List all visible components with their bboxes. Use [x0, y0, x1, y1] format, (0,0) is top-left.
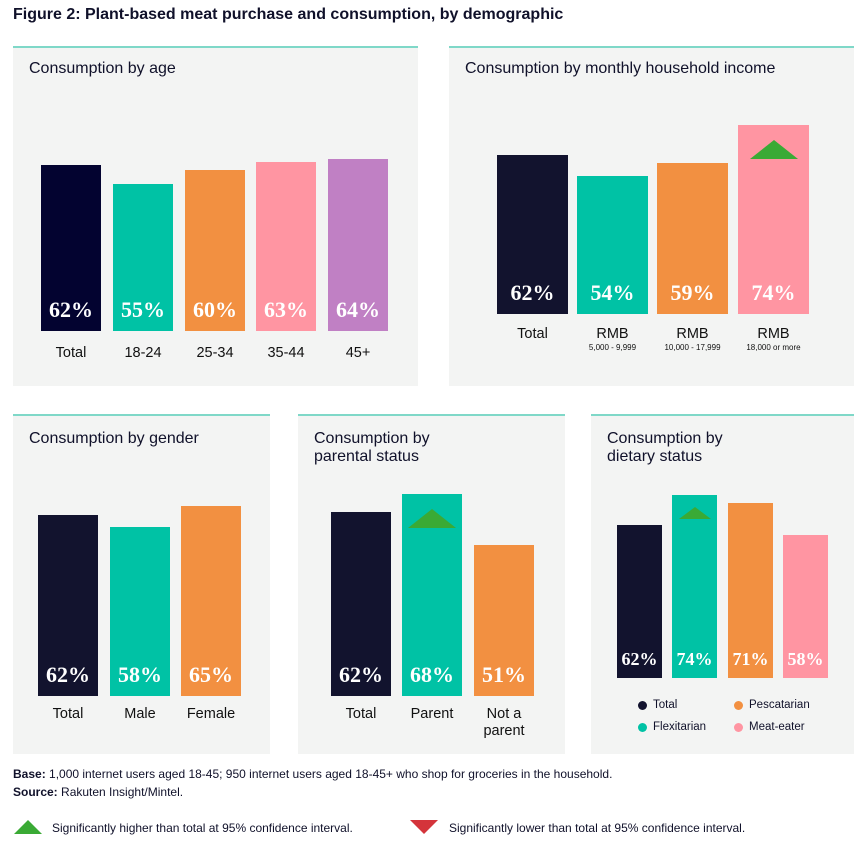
- value-label: 62%: [49, 296, 93, 322]
- category-text: 35-44: [267, 345, 305, 361]
- value-label: 58%: [787, 648, 824, 669]
- bar-parental-2: 51%: [474, 544, 534, 696]
- category-subtext: 10,000 - 17,999: [664, 343, 721, 352]
- category-label: Not a parent: [459, 706, 549, 740]
- triangle-up-icon: [14, 820, 42, 834]
- value-label: 63%: [264, 296, 308, 322]
- category-text: Female: [186, 706, 236, 722]
- value-label: 71%: [732, 648, 769, 669]
- category-text: RMB: [757, 326, 790, 342]
- triangle-up-icon: [678, 507, 711, 520]
- legend-dot-icon: [638, 722, 647, 732]
- category-text: Not a parent: [483, 706, 525, 739]
- bar-gender-1: 58%: [110, 526, 170, 696]
- category-label: RMB 5,000 - 9,999: [562, 326, 663, 353]
- category-label: Female: [166, 706, 256, 723]
- bar-dietary-2: 71%: [728, 502, 773, 678]
- category-label: Total: [23, 706, 113, 723]
- legend-label: Total: [653, 699, 678, 711]
- value-label: 74%: [751, 279, 796, 305]
- category-label: RMB 18,000 or more: [723, 326, 824, 353]
- legend-dot-icon: [734, 722, 743, 732]
- bar-gender-0: 62%: [38, 514, 98, 696]
- legend-lower: Significantly lower than total at 95% co…: [449, 821, 746, 835]
- triangle-up-icon: [408, 509, 456, 529]
- legend-label: Pescatarian: [749, 699, 810, 711]
- category-text: Total: [55, 345, 87, 361]
- chart-title-parental: Consumption by parental status: [314, 430, 430, 465]
- category-text: 45+: [345, 345, 371, 361]
- bar-dietary-3: 58%: [783, 534, 828, 678]
- chart-title-gender: Consumption by gender: [29, 430, 199, 447]
- category-label: 45+: [313, 345, 403, 362]
- bar-parental-0: 62%: [331, 511, 391, 696]
- value-label: 54%: [590, 279, 635, 305]
- legend-item: Flexitarian: [638, 721, 706, 733]
- value-label: 59%: [670, 279, 715, 305]
- legend-item: Total: [638, 699, 677, 711]
- category-text: RMB: [676, 326, 709, 342]
- value-label: 64%: [336, 296, 380, 322]
- category-label: 25-34: [170, 345, 260, 362]
- bar-income-3: 74%: [738, 124, 809, 314]
- category-label: 35-44: [241, 345, 331, 362]
- category-subtext: 5,000 - 9,999: [588, 343, 637, 352]
- source-note: Source: Rakuten Insight/Mintel.: [13, 785, 184, 799]
- base-note: Base: 1,000 internet users aged 18-45; 9…: [13, 767, 613, 781]
- bar-income-1: 54%: [577, 175, 648, 314]
- legend-label: Flexitarian: [653, 721, 707, 733]
- category-text: Total: [345, 706, 377, 722]
- value-label: 51%: [482, 661, 526, 687]
- value-label: 74%: [676, 648, 713, 669]
- bar-dietary-0: 62%: [617, 524, 662, 678]
- value-label: 58%: [118, 661, 162, 687]
- category-text: Total: [52, 706, 84, 722]
- category-subtext: 18,000 or more: [746, 343, 801, 352]
- chart-title-age: Consumption by age: [29, 60, 176, 77]
- legend-dot-icon: [734, 700, 743, 710]
- legend-label: Meat-eater: [749, 721, 805, 733]
- bar-age-3: 63%: [256, 162, 316, 331]
- category-text: Total: [517, 326, 548, 342]
- category-label: Total: [482, 326, 583, 343]
- value-label: 62%: [621, 648, 658, 669]
- value-label: 62%: [510, 279, 555, 305]
- bar-dietary-1: 74%: [672, 495, 717, 678]
- chart-title-dietary: Consumption by dietary status: [607, 430, 723, 465]
- triangle-up-icon: [749, 139, 798, 159]
- legend-item: Meat-eater: [734, 721, 805, 733]
- bar-age-2: 60%: [185, 170, 245, 331]
- category-text: 18-24: [124, 345, 162, 361]
- category-label: Male: [95, 706, 185, 723]
- bar-age-0: 62%: [41, 164, 101, 331]
- legend-higher: Significantly higher than total at 95% c…: [52, 821, 353, 835]
- bar-gender-2: 65%: [181, 506, 241, 696]
- bar-income-0: 62%: [497, 155, 568, 314]
- value-label: 60%: [193, 296, 237, 322]
- bar-age-4: 64%: [328, 159, 388, 331]
- bar-parental-1: 68%: [402, 494, 462, 696]
- value-label: 68%: [410, 661, 454, 687]
- category-label: Parent: [387, 706, 477, 723]
- category-text: RMB: [596, 326, 629, 342]
- category-label: 18-24: [98, 345, 188, 362]
- category-text: 25-34: [196, 345, 234, 361]
- triangle-down-icon: [410, 820, 438, 834]
- category-label: Total: [26, 345, 116, 362]
- figure-title: Figure 2: Plant-based meat purchase and …: [13, 6, 564, 23]
- value-label: 65%: [189, 661, 233, 687]
- value-label: 62%: [339, 661, 383, 687]
- value-label: 62%: [46, 661, 90, 687]
- legend-dot-icon: [638, 700, 647, 710]
- legend-item: Pescatarian: [734, 699, 810, 711]
- bar-income-2: 59%: [657, 162, 728, 314]
- category-label: Total: [316, 706, 406, 723]
- category-text: Male: [124, 706, 156, 722]
- chart-title-income: Consumption by monthly household income: [465, 60, 776, 77]
- category-text: Parent: [410, 706, 454, 722]
- category-label: RMB 10,000 - 17,999: [642, 326, 743, 353]
- value-label: 55%: [121, 296, 165, 322]
- bar-age-1: 55%: [113, 183, 173, 331]
